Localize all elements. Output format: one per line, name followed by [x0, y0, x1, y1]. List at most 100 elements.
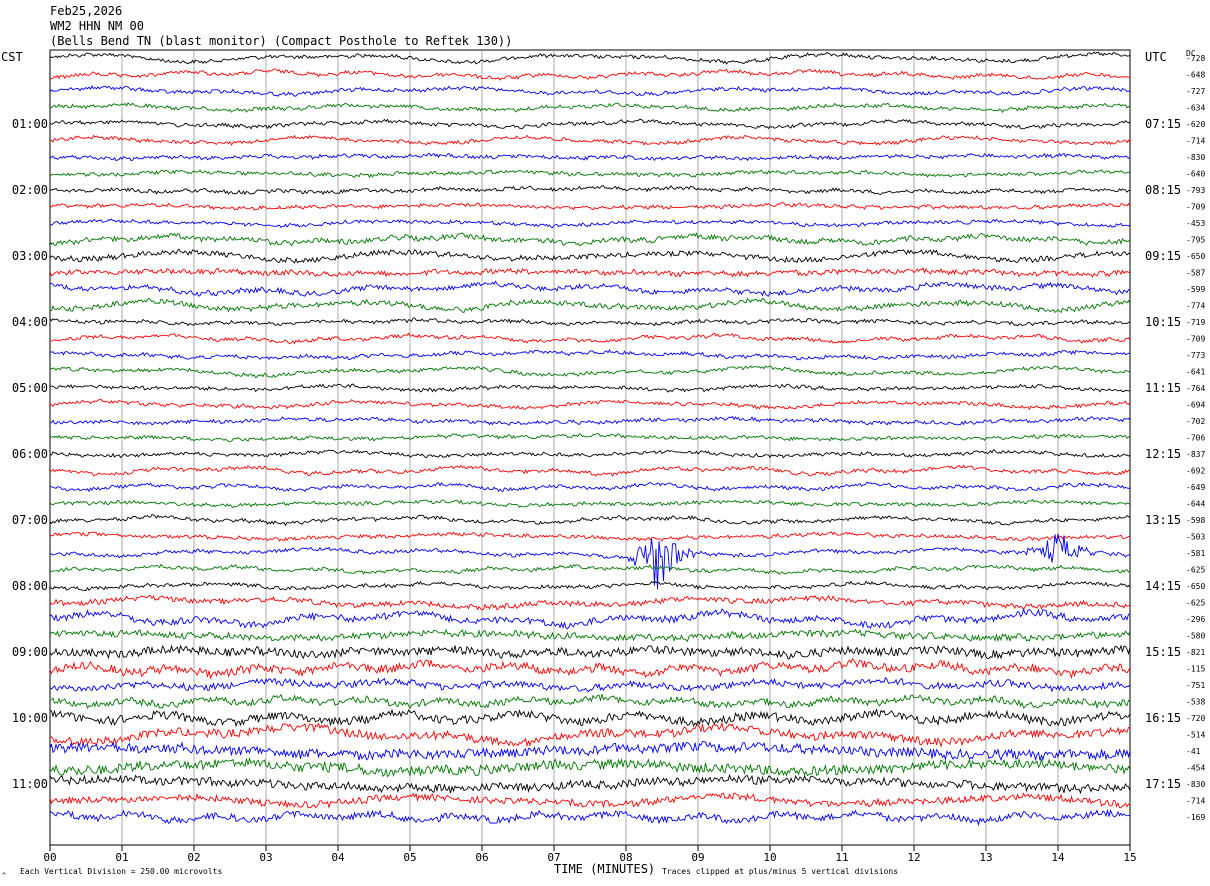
trace-row — [49, 248, 1131, 264]
trace-row — [49, 152, 1131, 162]
dc-offset-label: -581 — [1186, 549, 1205, 558]
trace-row — [49, 607, 1131, 630]
dc-offset-label: -751 — [1186, 681, 1205, 690]
dc-offset-label: -296 — [1186, 615, 1205, 624]
utc-time-label: 07:15 — [1145, 117, 1181, 131]
utc-time-label: 17:15 — [1145, 777, 1181, 791]
x-tick-label: 11 — [835, 851, 848, 864]
dc-offset-label: -598 — [1186, 516, 1205, 525]
station-site: (Bells Bend TN (blast monitor) (Compact … — [50, 34, 513, 48]
dc-offset-label: -709 — [1186, 335, 1205, 344]
cst-time-label: 03:00 — [12, 249, 48, 263]
trace-row — [49, 185, 1131, 196]
utc-time-label: 13:15 — [1145, 513, 1181, 527]
dc-offset-label: -793 — [1186, 186, 1205, 195]
dc-offset-label: -169 — [1186, 813, 1205, 822]
cst-time-label: 09:00 — [12, 645, 48, 659]
trace-row — [49, 741, 1131, 762]
dc-offset-label: -692 — [1186, 467, 1205, 476]
dc-offset-label: -641 — [1186, 368, 1205, 377]
trace-row — [49, 721, 1131, 748]
utc-time-label: 10:15 — [1145, 315, 1181, 329]
x-tick-label: 02 — [187, 851, 200, 864]
trace-row — [49, 332, 1131, 345]
trace-row — [49, 792, 1131, 809]
x-tick-label: 00 — [43, 851, 56, 864]
trace-row — [49, 297, 1131, 314]
trace-row — [49, 657, 1131, 680]
dc-offset-label: -620 — [1186, 120, 1205, 129]
dc-offset-label: -702 — [1186, 417, 1205, 426]
dc-offset-label: -644 — [1186, 500, 1205, 509]
trace-row — [49, 773, 1131, 795]
cst-time-label: 04:00 — [12, 315, 48, 329]
trace-row — [49, 398, 1131, 411]
trace-row — [49, 383, 1131, 393]
trace-row — [49, 563, 1131, 576]
dc-offset-label: -719 — [1186, 318, 1205, 327]
trace-row — [49, 218, 1131, 229]
trace-row — [49, 594, 1131, 611]
trace-row — [49, 267, 1131, 278]
x-tick-label: 10 — [763, 851, 776, 864]
x-tick-label: 03 — [259, 851, 272, 864]
dc-offset-label: -634 — [1186, 104, 1205, 113]
utc-time-label: 15:15 — [1145, 645, 1181, 659]
trace-row — [49, 432, 1131, 442]
trace-row — [49, 513, 1131, 527]
trace-row — [49, 756, 1131, 778]
station-channel: WM2 HHN NM 00 — [50, 19, 144, 33]
dc-offset-label: -714 — [1186, 137, 1205, 146]
x-axis-title: TIME (MINUTES) — [554, 862, 656, 876]
x-tick-label: 01 — [115, 851, 128, 864]
x-tick-label: 08 — [619, 851, 632, 864]
trace-row — [49, 644, 1131, 660]
trace-row — [49, 448, 1131, 459]
trace-row — [49, 169, 1131, 179]
trace-row — [49, 415, 1131, 426]
x-tick-label: 09 — [691, 851, 704, 864]
dc-offset-label: -503 — [1186, 533, 1205, 542]
dc-offset-label: -727 — [1186, 87, 1205, 96]
dc-offset-label: -538 — [1186, 698, 1205, 707]
dc-offset-label: -587 — [1186, 269, 1205, 278]
utc-time-label: 08:15 — [1145, 183, 1181, 197]
trace-row — [49, 349, 1131, 361]
utc-time-label: 09:15 — [1145, 249, 1181, 263]
dc-offset-label: -830 — [1186, 780, 1205, 789]
scale-note: Each Vertical Division = 250.00 microvol… — [20, 867, 223, 876]
right-timezone-label: UTC — [1145, 50, 1167, 64]
dc-offset-label: -650 — [1186, 252, 1205, 261]
x-tick-label: 05 — [403, 851, 416, 864]
dc-offset-label: -41 — [1186, 747, 1201, 756]
x-tick-label: 07 — [547, 851, 560, 864]
dc-offset-label: -648 — [1186, 71, 1205, 80]
cst-time-label: 10:00 — [12, 711, 48, 725]
trace-row — [49, 533, 1131, 590]
x-tick-label: 04 — [331, 851, 345, 864]
x-tick-label: 06 — [475, 851, 488, 864]
trace-row — [49, 280, 1131, 297]
dc-offset-label: -650 — [1186, 582, 1205, 591]
x-tick-label: 15 — [1123, 851, 1136, 864]
x-tick-label: 13 — [979, 851, 992, 864]
trace-row — [49, 202, 1131, 211]
cst-time-label: 07:00 — [12, 513, 48, 527]
trace-row — [49, 464, 1131, 477]
dc-offset-label: -625 — [1186, 566, 1205, 575]
x-tick-label: 12 — [907, 851, 920, 864]
dc-offset-label: -625 — [1186, 599, 1205, 608]
dc-offset-label: -640 — [1186, 170, 1205, 179]
trace-row — [49, 808, 1131, 827]
dc-offset-label: -454 — [1186, 764, 1205, 773]
plot-frame — [49, 49, 1131, 846]
trace-row — [49, 102, 1131, 114]
dc-offset-label: -795 — [1186, 236, 1205, 245]
cst-time-label: 01:00 — [12, 117, 48, 131]
left-timezone-label: CST — [1, 50, 23, 64]
cst-time-label: 05:00 — [12, 381, 48, 395]
x-tick-label: 14 — [1051, 851, 1065, 864]
dc-offset-label: -714 — [1186, 797, 1205, 806]
trace-row — [49, 498, 1131, 509]
